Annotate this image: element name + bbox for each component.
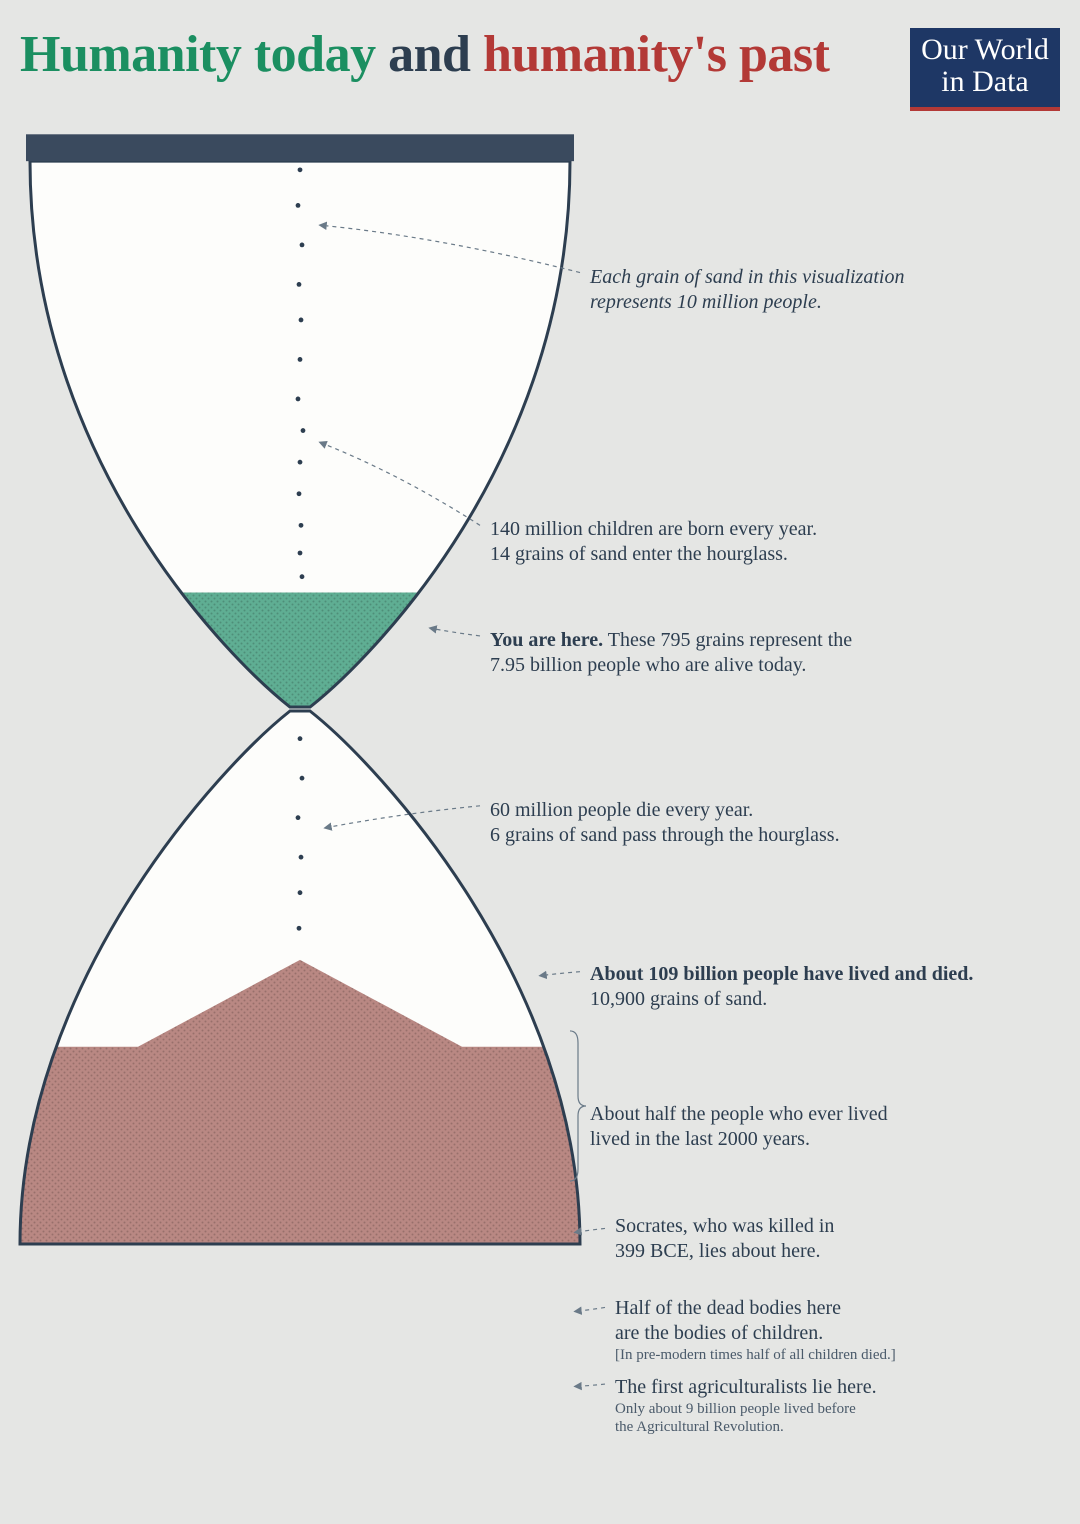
annotation-socrates: Socrates, who was killed in399 BCE, lies… [615, 1214, 834, 1264]
annotation-line1: The first agriculturalists lie here. [615, 1375, 877, 1400]
annotation-line1: 60 million people die every year. [490, 798, 840, 823]
annotation-line2: lived in the last 2000 years. [590, 1127, 888, 1152]
hourglass-diagram [0, 0, 1080, 1524]
annotation-line1: You are here. These 795 grains represent… [490, 628, 852, 653]
annotation-agriculturalists: The first agriculturalists lie here.Only… [615, 1375, 877, 1438]
annotation-line2: 10,900 grains of sand. [590, 987, 973, 1012]
title-part-and: and [376, 26, 483, 83]
annotation-children: Half of the dead bodies hereare the bodi… [615, 1296, 896, 1365]
annotation-last-2000: About half the people who ever livedlive… [590, 1102, 888, 1152]
owid-logo-line2: in Data [920, 66, 1050, 98]
annotation-line2: 399 BCE, lies about here. [615, 1239, 834, 1264]
annotation-line1: Half of the dead bodies here [615, 1296, 896, 1321]
annotation-deaths: 60 million people die every year.6 grain… [490, 798, 840, 848]
annotation-line3: [In pre-modern times half of all childre… [615, 1346, 896, 1365]
annotation-line2: represents 10 million people. [590, 290, 904, 315]
annotation-line3: the Agricultural Revolution. [615, 1418, 877, 1437]
annotation-line1: Each grain of sand in this visualization [590, 265, 904, 290]
title-part-today: Humanity today [20, 26, 376, 83]
page-title: Humanity today and humanity's past [20, 28, 829, 83]
annotation-you-are-here: You are here. These 795 grains represent… [490, 628, 852, 678]
annotation-line1: 140 million children are born every year… [490, 517, 817, 542]
owid-logo-line1: Our World [920, 34, 1050, 66]
title-part-past: humanity's past [483, 26, 830, 83]
annotation-line1: Socrates, who was killed in [615, 1214, 834, 1239]
annotation-births: 140 million children are born every year… [490, 517, 817, 567]
annotation-line2: 6 grains of sand pass through the hourgl… [490, 823, 840, 848]
owid-logo: Our World in Data [910, 28, 1060, 111]
annotation-line1: About half the people who ever lived [590, 1102, 888, 1127]
annotation-line2: Only about 9 billion people lived before [615, 1400, 877, 1419]
annotation-line2: are the bodies of children. [615, 1321, 896, 1346]
header: Humanity today and humanity's past Our W… [0, 0, 1080, 121]
annotation-lived-and-died: About 109 billion people have lived and … [590, 962, 973, 1012]
annotation-line1: About 109 billion people have lived and … [590, 962, 973, 987]
annotation-line2: 14 grains of sand enter the hourglass. [490, 542, 817, 567]
annotation-grain-scale: Each grain of sand in this visualization… [590, 265, 904, 315]
annotation-line2: 7.95 billion people who are alive today. [490, 653, 852, 678]
